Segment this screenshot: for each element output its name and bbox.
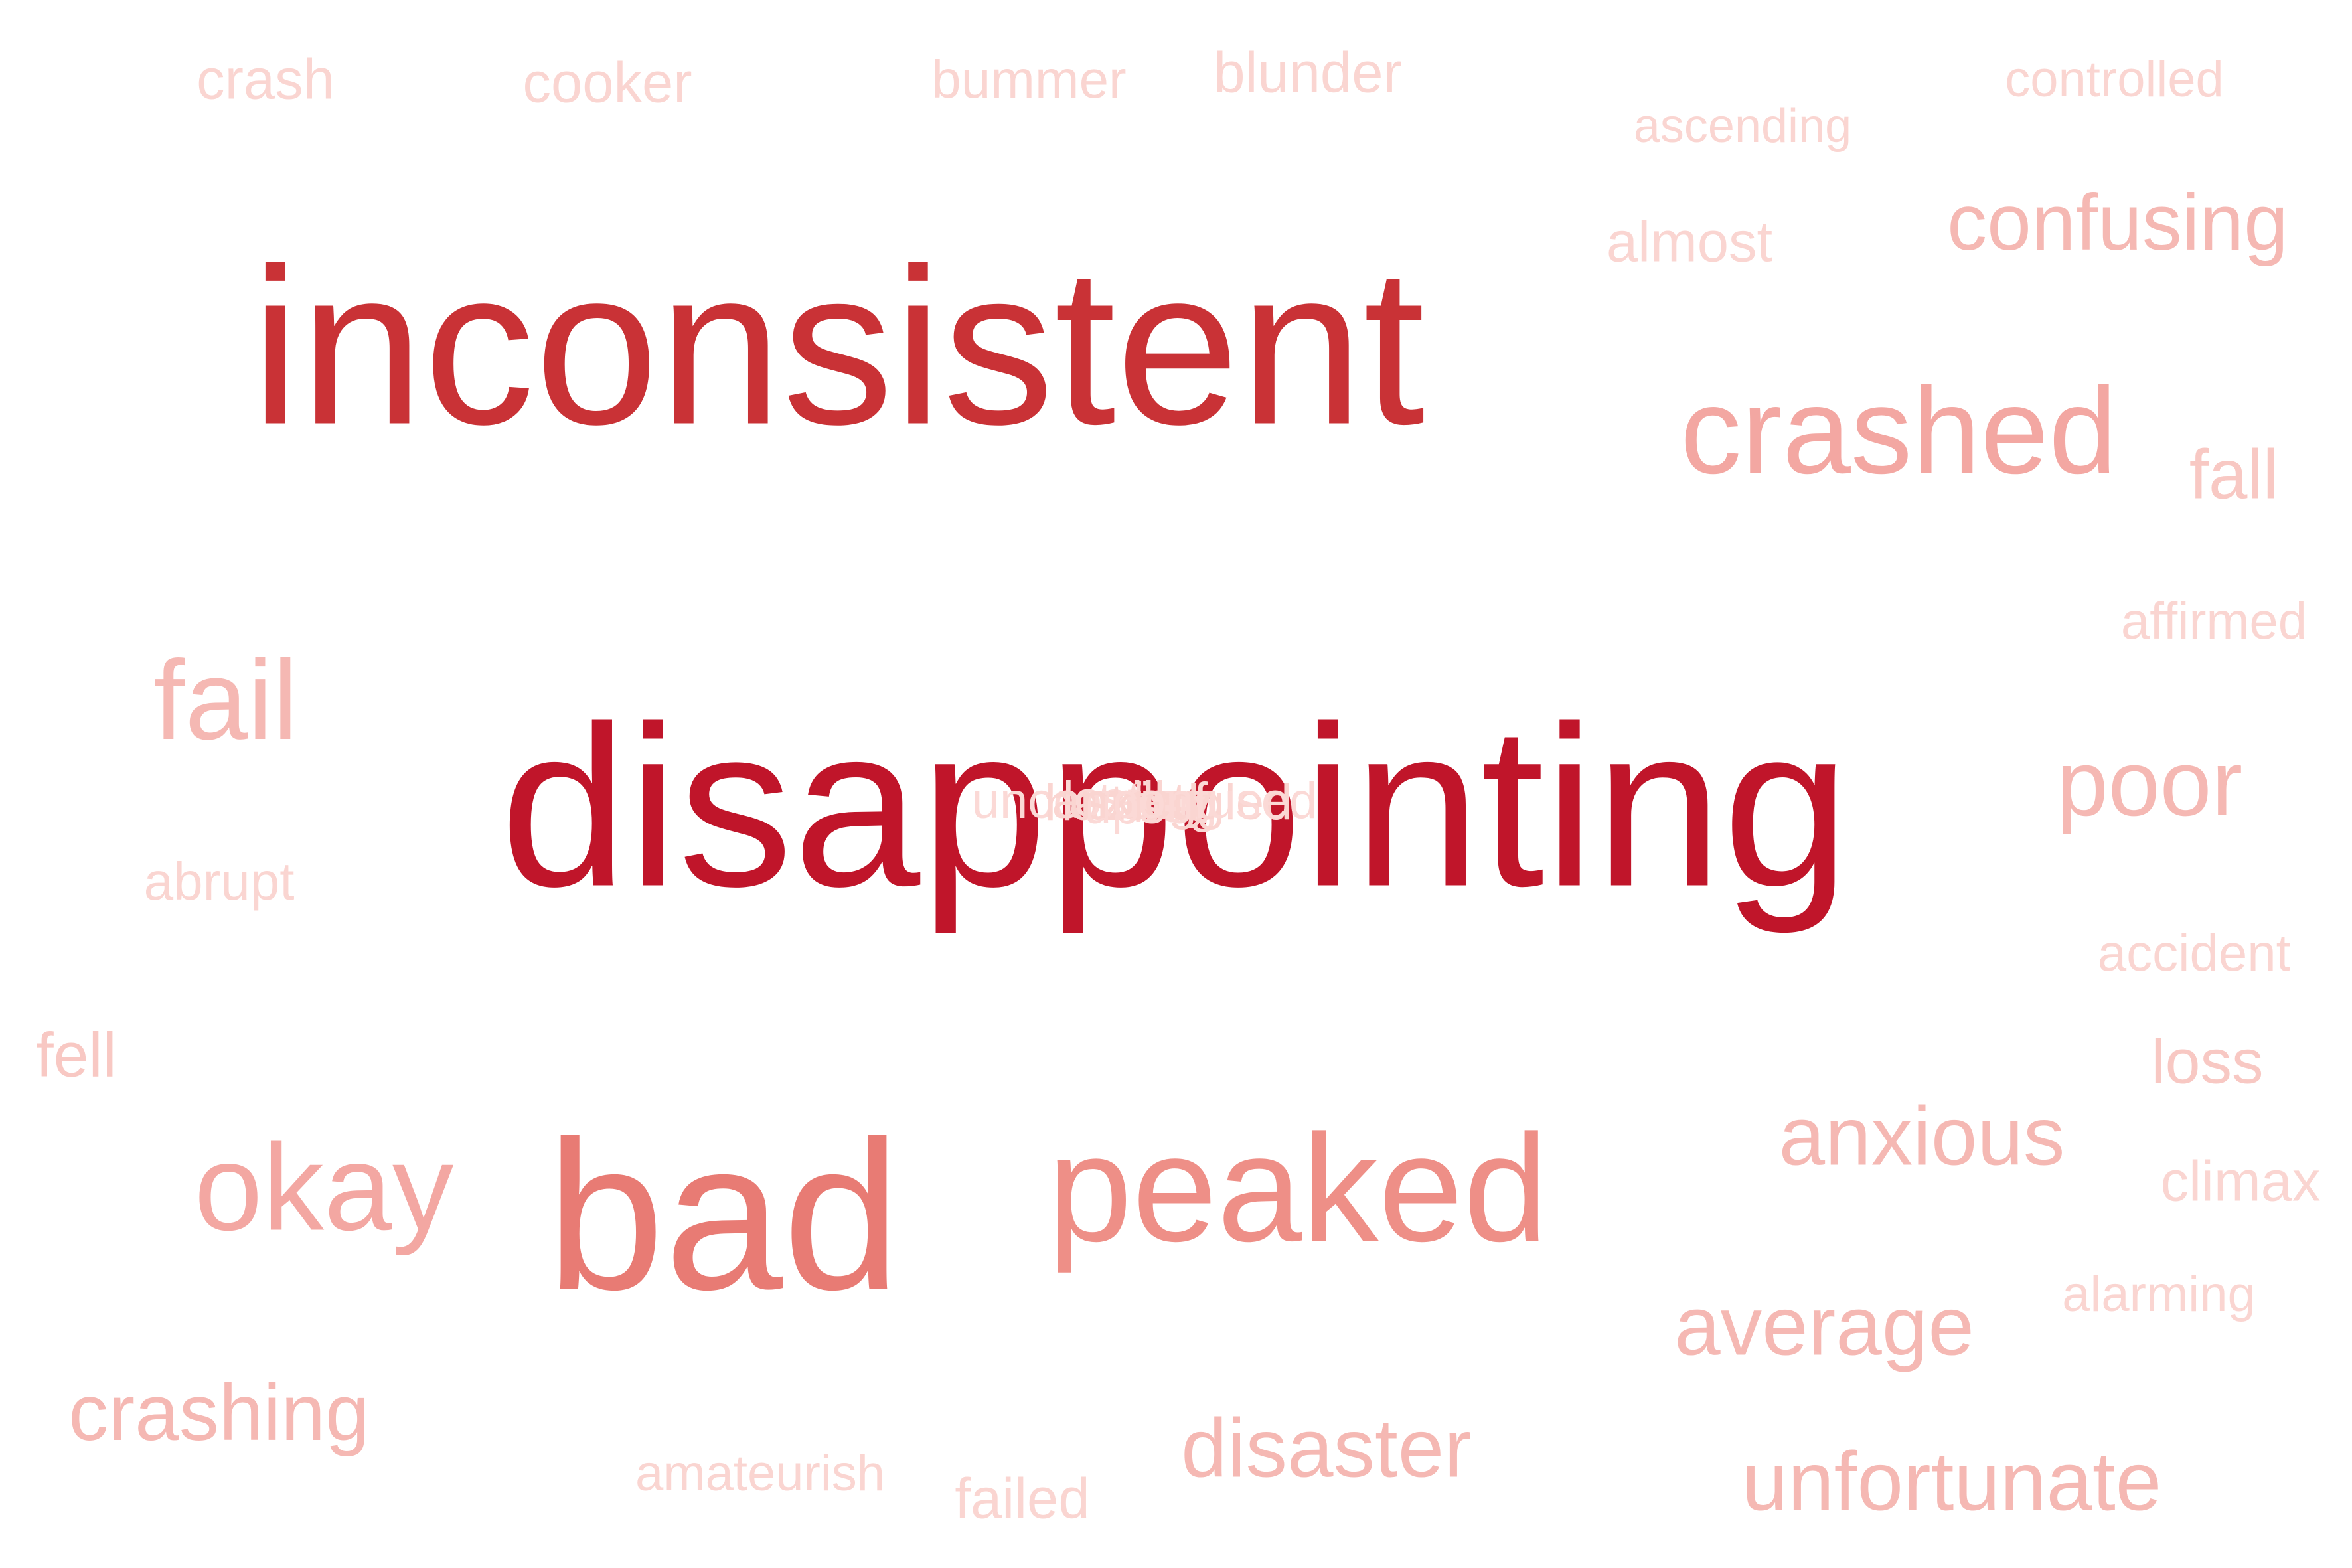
cluster-word: struggled [1084,774,1293,830]
cluster-word: hazard [1044,775,1200,831]
word-confusing: confusing [1947,178,2288,267]
cluster-word: lost [1062,771,1142,828]
word-bummer: bummer [931,50,1127,109]
word-almost: almost [1606,210,1773,274]
cluster-word: ill [1131,771,1166,828]
word-blunder: blunder [1214,41,1402,105]
word-ascending: ascending [1633,100,1852,153]
cluster-word: confused [1112,773,1318,829]
cluster-word: upset [1083,778,1207,834]
word-cooker: cooker [522,51,692,115]
word-disaster: disaster [1181,1402,1472,1495]
word-anxious: anxious [1778,1090,2065,1183]
word-amateurish: amateurish [635,1445,885,1502]
word-accident: accident [2097,923,2291,982]
word-climax: climax [2160,1150,2321,1214]
word-crashed: crashed [1680,362,2118,500]
word-poor: poor [2056,731,2243,835]
word-abrupt: abrupt [143,852,295,911]
word-inconsistent: inconsistent [250,222,1425,471]
word-affirmed: affirmed [2120,591,2308,650]
word-unfortunate: unfortunate [1741,1435,2162,1528]
word-alarming: alarming [2062,1266,2256,1322]
word-crash: crash [196,48,335,112]
cluster-word: anxiety [1052,773,1212,829]
word-disappointing: disappointing [500,678,1850,935]
overlapping-words-cluster: uncertain ill bug hazard lost struggled … [972,771,1318,834]
word-crashing: crashing [68,1368,370,1457]
word-peaked: peaked [1047,1103,1549,1273]
word-loss: loss [2151,1026,2264,1097]
word-fall: fall [2189,435,2279,514]
word-average: average [1674,1280,1974,1373]
word-fail: fail [153,637,298,763]
word-failed: failed [955,1467,1090,1531]
word-fell: fell [36,1020,117,1091]
cluster-word: uncertain [971,773,1180,829]
word-bad: bad [546,1096,901,1334]
word-controlled: controlled [2005,51,2224,108]
cluster-word: bug [1133,777,1217,833]
word-okay: okay [194,1119,454,1257]
